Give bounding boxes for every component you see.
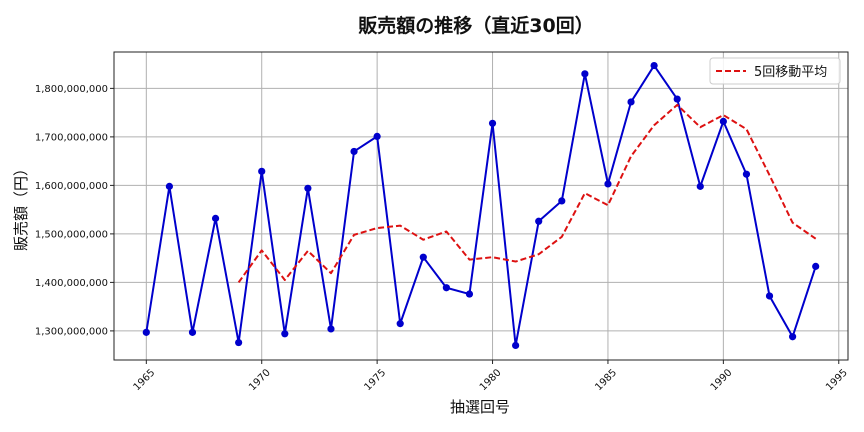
sales-point bbox=[465, 290, 474, 298]
plot-frame bbox=[113, 51, 849, 361]
sales-point bbox=[188, 328, 197, 336]
y-tick-label: 1,300,000,000 bbox=[35, 326, 108, 337]
sales-point bbox=[350, 147, 358, 156]
sales-point bbox=[558, 197, 566, 205]
sales-point bbox=[396, 320, 404, 328]
moving-average-line bbox=[237, 103, 817, 283]
sales-point bbox=[789, 333, 797, 341]
sales-point bbox=[627, 98, 635, 106]
sales-point bbox=[442, 284, 450, 292]
chart-title: 販売額の推移（直近30回） bbox=[358, 14, 593, 37]
sales-point bbox=[812, 262, 820, 270]
y-axis: 1,300,000,000 1,400,000,000 1,500,000,000 1… bbox=[35, 84, 114, 337]
y-tick-label: 1,600,000,000 bbox=[35, 181, 108, 192]
y-tick-label: 1,500,000,000 bbox=[35, 229, 108, 240]
sales-point bbox=[142, 328, 150, 336]
sales-point bbox=[719, 117, 727, 125]
y-tick-label: 1,700,000,000 bbox=[35, 132, 108, 143]
sales-point bbox=[235, 338, 243, 347]
sales-point bbox=[373, 132, 381, 140]
sales-point bbox=[327, 325, 335, 333]
y-axis-label: 販売額（円） bbox=[12, 161, 30, 251]
sales-point bbox=[650, 61, 658, 70]
sales-point bbox=[258, 167, 266, 175]
sales-point bbox=[581, 70, 589, 78]
sales-point bbox=[512, 341, 520, 350]
legend: 5回移動平均 bbox=[709, 57, 841, 85]
sales-point bbox=[488, 119, 497, 127]
sales-point bbox=[419, 253, 427, 261]
x-axis-label: 抽選回号 bbox=[450, 398, 510, 416]
sales-point bbox=[281, 330, 289, 338]
sales-point bbox=[673, 95, 681, 103]
sales-point bbox=[165, 182, 173, 190]
sales-point bbox=[211, 214, 220, 222]
series-layer bbox=[142, 61, 820, 350]
legend-label-moving-average: 5回移動平均 bbox=[754, 65, 827, 80]
legend-box bbox=[709, 57, 841, 85]
sales-line bbox=[145, 64, 817, 347]
sales-point bbox=[742, 170, 751, 178]
sales-point bbox=[535, 217, 543, 225]
sales-point bbox=[696, 182, 704, 190]
y-tick-label: 1,400,000,000 bbox=[35, 278, 108, 289]
sales-point bbox=[304, 184, 312, 192]
y-tick-label: 1,800,000,000 bbox=[35, 84, 108, 95]
grid bbox=[114, 52, 848, 360]
sales-point bbox=[765, 292, 774, 300]
sales-point bbox=[604, 180, 612, 188]
